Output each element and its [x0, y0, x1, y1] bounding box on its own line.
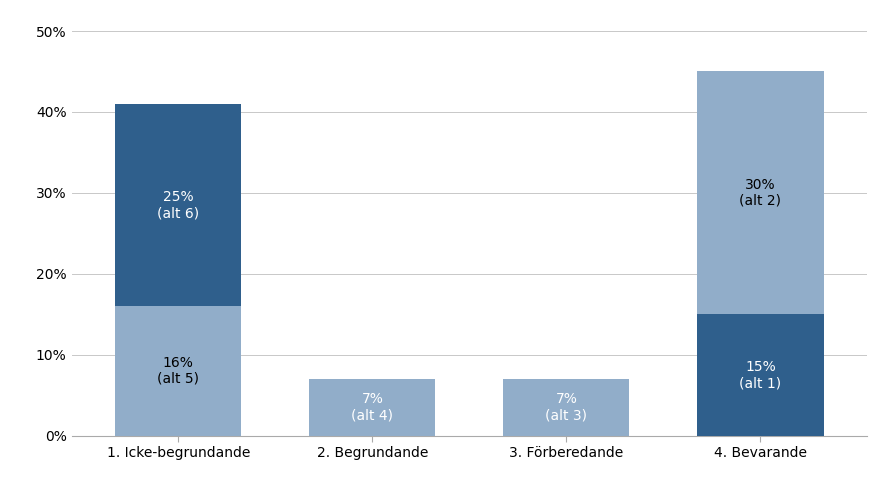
- Bar: [697, 71, 823, 314]
- Text: 30%
(alt 2): 30% (alt 2): [739, 178, 781, 208]
- Bar: [115, 306, 241, 436]
- Text: 16%
(alt 5): 16% (alt 5): [157, 356, 199, 386]
- Text: 7%
(alt 3): 7% (alt 3): [545, 392, 587, 422]
- Bar: [309, 379, 435, 436]
- Bar: [503, 379, 629, 436]
- Text: 15%
(alt 1): 15% (alt 1): [739, 360, 781, 390]
- Text: 7%
(alt 4): 7% (alt 4): [351, 392, 393, 422]
- Bar: [115, 104, 241, 306]
- Text: 25%
(alt 6): 25% (alt 6): [157, 190, 199, 220]
- Bar: [697, 314, 823, 436]
